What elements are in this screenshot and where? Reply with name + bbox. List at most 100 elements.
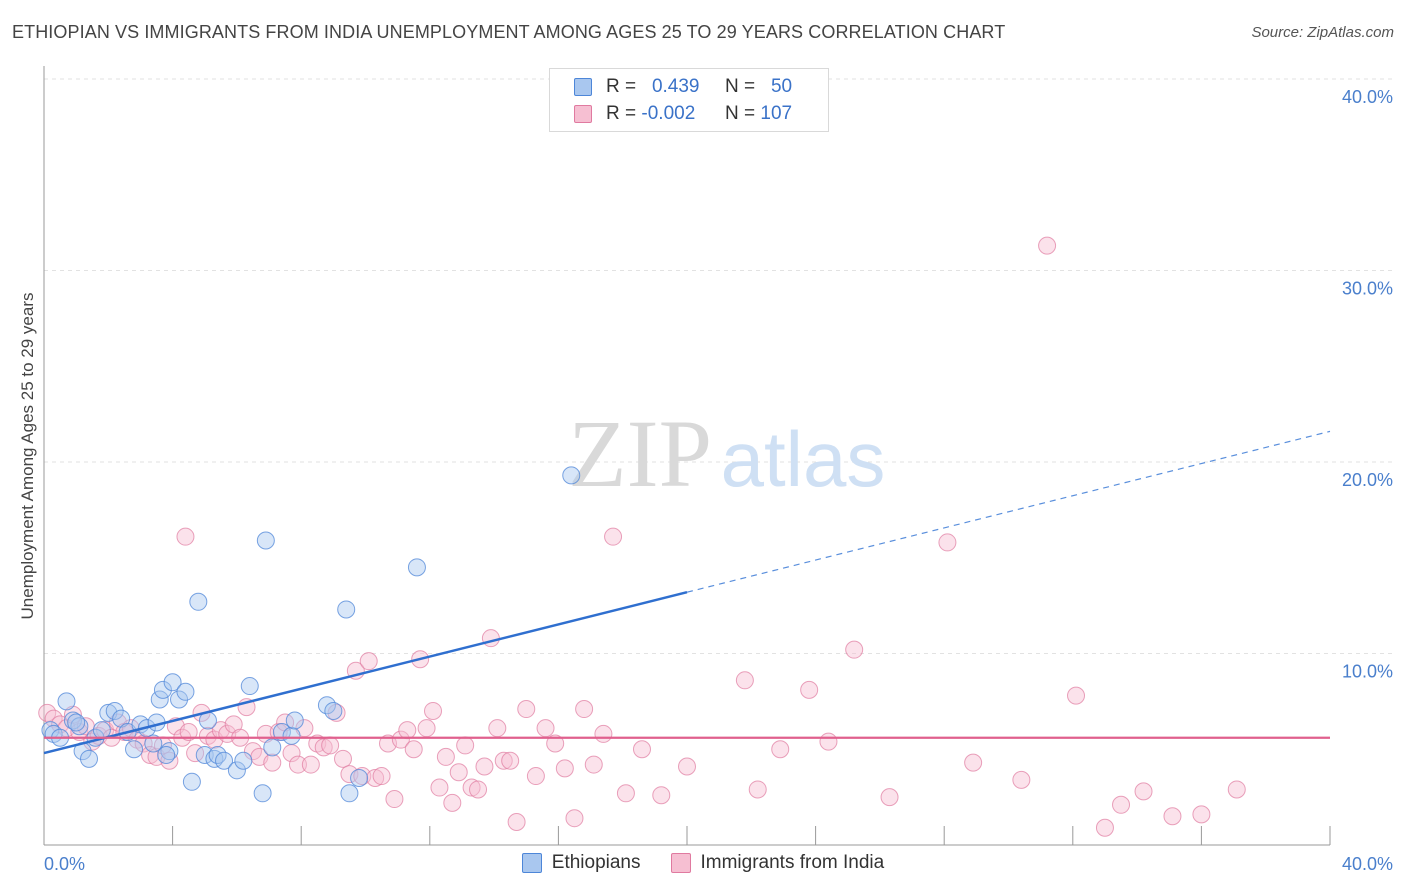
legend-swatch-india bbox=[574, 105, 592, 123]
ethiopian-point bbox=[253, 784, 272, 803]
india-point bbox=[391, 730, 410, 749]
ethiopian-point bbox=[340, 784, 359, 803]
ethiopian-point bbox=[337, 600, 356, 619]
source-label: Source: ZipAtlas.com bbox=[1251, 24, 1394, 41]
india-point bbox=[1227, 780, 1246, 799]
y-tick-label: 40.0% bbox=[1342, 87, 1393, 107]
india-point bbox=[964, 753, 983, 772]
india-point bbox=[1192, 805, 1211, 824]
india-point bbox=[1038, 236, 1057, 255]
legend-r-label: R = bbox=[606, 103, 637, 124]
india-point bbox=[819, 732, 838, 751]
legend-swatch-india bbox=[670, 853, 691, 873]
india-point bbox=[372, 767, 391, 786]
y-tick-label: 30.0% bbox=[1342, 279, 1393, 299]
ethiopian-point bbox=[67, 713, 86, 732]
trend-lines bbox=[43, 430, 1331, 755]
india-point bbox=[436, 747, 455, 766]
ethiopian-trend-line bbox=[43, 591, 688, 755]
india-point bbox=[475, 757, 494, 776]
ethiopian-point bbox=[163, 673, 182, 692]
tick-labels: 10.0% 20.0% 30.0% 40.0% 0.0% 40.0% bbox=[44, 87, 1393, 874]
india-point bbox=[575, 700, 594, 719]
gridlines bbox=[44, 78, 1392, 654]
india-point bbox=[616, 784, 635, 803]
india-point bbox=[652, 786, 671, 805]
india-point bbox=[845, 640, 864, 659]
india-point bbox=[449, 763, 468, 782]
ethiopian-point bbox=[562, 466, 581, 485]
watermark-atlas: atlas bbox=[721, 415, 886, 503]
ethiopian-points bbox=[41, 466, 581, 803]
india-point bbox=[735, 671, 754, 690]
legend-label-ethiopians: Ethiopians bbox=[551, 852, 641, 873]
india-point bbox=[1095, 818, 1114, 837]
y-tick-label: 10.0% bbox=[1342, 662, 1393, 682]
india-point bbox=[594, 724, 613, 743]
india-point bbox=[288, 755, 307, 774]
india-point bbox=[263, 753, 282, 772]
correlation-legend: R = 0.439 N = 50 R = -0.002 N = 107 bbox=[549, 68, 829, 132]
legend-n-value: 50 bbox=[770, 76, 793, 97]
legend-n-label: N = bbox=[725, 76, 756, 97]
india-point bbox=[301, 755, 320, 774]
ethiopian-point bbox=[240, 677, 259, 696]
ethiopian-point bbox=[234, 751, 253, 770]
india-point bbox=[938, 533, 957, 552]
india-point bbox=[366, 768, 385, 787]
india-point bbox=[398, 721, 417, 740]
ethiopian-point bbox=[282, 726, 301, 745]
india-point bbox=[565, 809, 584, 828]
india-point bbox=[584, 755, 603, 774]
india-point bbox=[507, 813, 526, 832]
ethiopian-point bbox=[272, 723, 291, 742]
legend-item-ethiopians: Ethiopians bbox=[521, 852, 641, 874]
ethiopian-point bbox=[80, 749, 99, 768]
legend-r-label: R = bbox=[606, 76, 637, 97]
watermark-zip: ZIP bbox=[568, 400, 712, 507]
india-point bbox=[1112, 795, 1131, 814]
india-point bbox=[141, 745, 160, 764]
india-point bbox=[880, 788, 899, 807]
ethiopian-point bbox=[256, 531, 275, 550]
ethiopian-point bbox=[350, 768, 369, 787]
india-point bbox=[1163, 807, 1182, 826]
ethiopian-point bbox=[176, 682, 195, 701]
legend-swatch-ethiopians bbox=[574, 78, 592, 96]
ethiopian-point bbox=[195, 745, 214, 764]
india-point bbox=[327, 703, 346, 722]
ethiopian-point bbox=[189, 592, 208, 611]
india-point bbox=[417, 719, 436, 738]
india-point bbox=[1012, 770, 1031, 789]
india-point bbox=[469, 780, 488, 799]
india-point bbox=[632, 740, 651, 759]
india-point bbox=[176, 527, 195, 546]
india-point bbox=[404, 740, 423, 759]
india-point bbox=[771, 740, 790, 759]
india-point bbox=[430, 778, 449, 797]
legend-row-india: R = -0.002 N = 107 bbox=[574, 103, 792, 125]
india-point bbox=[359, 652, 378, 671]
legend-r-value: -0.002 bbox=[641, 103, 696, 124]
india-point bbox=[481, 629, 500, 648]
india-point bbox=[748, 780, 767, 799]
chart-title: ETHIOPIAN VS IMMIGRANTS FROM INDIA UNEMP… bbox=[12, 22, 1006, 42]
legend-row-ethiopians: R = 0.439 N = 50 bbox=[574, 76, 792, 98]
india-point bbox=[800, 680, 819, 699]
legend-n-value: 107 bbox=[760, 103, 793, 124]
india-point bbox=[1134, 782, 1153, 801]
ethiopian-point bbox=[153, 680, 172, 699]
ethiopian-point bbox=[227, 761, 246, 780]
ethiopian-point bbox=[57, 692, 76, 711]
india-point bbox=[462, 778, 481, 797]
axes bbox=[43, 66, 1331, 846]
ethiopian-point bbox=[150, 690, 169, 709]
ethiopian-point bbox=[182, 772, 201, 791]
ethiopian-point bbox=[215, 751, 234, 770]
india-point bbox=[517, 700, 536, 719]
legend-label-india: Immigrants from India bbox=[700, 852, 885, 873]
india-point bbox=[494, 751, 513, 770]
india-point bbox=[1067, 686, 1086, 705]
india-point bbox=[536, 719, 555, 738]
